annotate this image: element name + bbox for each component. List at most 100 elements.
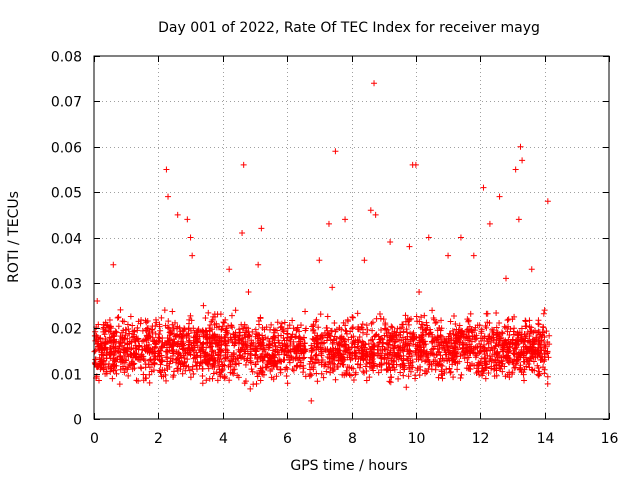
- data-point: [219, 361, 226, 368]
- data-point: [310, 321, 317, 328]
- data-point: [372, 332, 379, 339]
- data-point: [531, 340, 538, 347]
- data-point: [400, 334, 406, 341]
- data-point: [384, 355, 391, 362]
- data-point: [289, 346, 296, 353]
- data-point: [369, 319, 376, 326]
- data-point: [335, 363, 342, 370]
- data-point: [443, 336, 450, 343]
- data-point: [172, 319, 179, 326]
- data-point: [281, 319, 288, 326]
- data-point: [163, 348, 170, 355]
- data-point: [431, 352, 438, 359]
- data-point: [229, 339, 236, 346]
- data-point: [145, 334, 152, 341]
- data-point: [525, 361, 532, 368]
- data-point: [344, 354, 351, 361]
- data-point: [159, 334, 166, 341]
- data-point: [541, 307, 548, 314]
- data-point: [364, 326, 371, 333]
- y-tick-label: 0.08: [51, 50, 82, 66]
- y-tick-label: 0: [73, 413, 82, 429]
- data-point: [535, 371, 542, 378]
- data-point: [467, 366, 474, 373]
- data-point: [514, 332, 521, 339]
- y-tick-label: 0.07: [51, 95, 82, 111]
- data-point: [169, 308, 176, 315]
- data-point: [417, 363, 424, 370]
- data-point: [329, 340, 336, 347]
- data-point: [354, 361, 361, 368]
- data-point: [502, 324, 509, 331]
- data-point: [148, 361, 155, 368]
- data-point: [157, 361, 164, 368]
- data-point: [482, 354, 489, 361]
- data-point: [473, 365, 480, 372]
- data-point: [143, 345, 150, 352]
- data-point: [530, 358, 537, 365]
- data-point: [161, 307, 168, 314]
- data-point: [116, 381, 123, 388]
- data-point: [124, 351, 131, 358]
- data-point: [234, 372, 241, 379]
- data-point: [343, 367, 350, 374]
- data-point: [502, 337, 509, 344]
- data-point: [230, 366, 237, 373]
- x-tick-labels: 0 2 4 6 8 10 12 14 16: [90, 431, 618, 447]
- data-point: [459, 328, 466, 335]
- data-point: [221, 373, 228, 380]
- data-point: [410, 329, 417, 336]
- data-point: [218, 326, 225, 333]
- data-point: [463, 365, 470, 372]
- data-point: [419, 338, 426, 345]
- data-point: [320, 374, 327, 381]
- data-point: [110, 261, 117, 268]
- data-point: [403, 355, 410, 362]
- data-point: [228, 353, 235, 360]
- data-point: [260, 346, 267, 353]
- data-point: [407, 330, 414, 337]
- data-point: [181, 325, 188, 332]
- data-point: [394, 325, 401, 332]
- data-point: [529, 341, 536, 348]
- data-point: [504, 341, 511, 348]
- data-point: [477, 347, 484, 354]
- data-point: [293, 362, 300, 369]
- data-point: [100, 364, 107, 371]
- data-point: [287, 338, 294, 345]
- data-point: [465, 317, 472, 324]
- data-point: [293, 350, 300, 357]
- data-point: [214, 354, 221, 361]
- data-point: [336, 341, 343, 348]
- data-point: [536, 332, 543, 339]
- data-point: [476, 322, 483, 329]
- data-point: [233, 361, 240, 368]
- data-point: [275, 339, 282, 346]
- data-point: [121, 369, 128, 376]
- data-point: [331, 320, 338, 327]
- data-point: [103, 370, 110, 377]
- data-point: [540, 324, 547, 331]
- data-point: [379, 340, 386, 347]
- data-point: [389, 324, 396, 331]
- data-point: [346, 346, 353, 353]
- data-point: [217, 347, 224, 354]
- data-point: [158, 314, 165, 321]
- data-point: [117, 333, 124, 340]
- data-point: [98, 356, 105, 363]
- data-point: [135, 377, 142, 384]
- data-point: [352, 371, 359, 378]
- data-point: [359, 321, 366, 328]
- data-point: [110, 344, 117, 351]
- data-point: [209, 326, 216, 333]
- data-point: [127, 352, 134, 359]
- data-point: [375, 369, 382, 376]
- data-point: [242, 378, 249, 385]
- data-point: [446, 330, 453, 337]
- data-point: [409, 335, 416, 342]
- data-point: [352, 355, 359, 362]
- data-point: [491, 373, 498, 380]
- data-point: [120, 365, 127, 372]
- data-point: [144, 317, 151, 324]
- data-point: [470, 252, 477, 259]
